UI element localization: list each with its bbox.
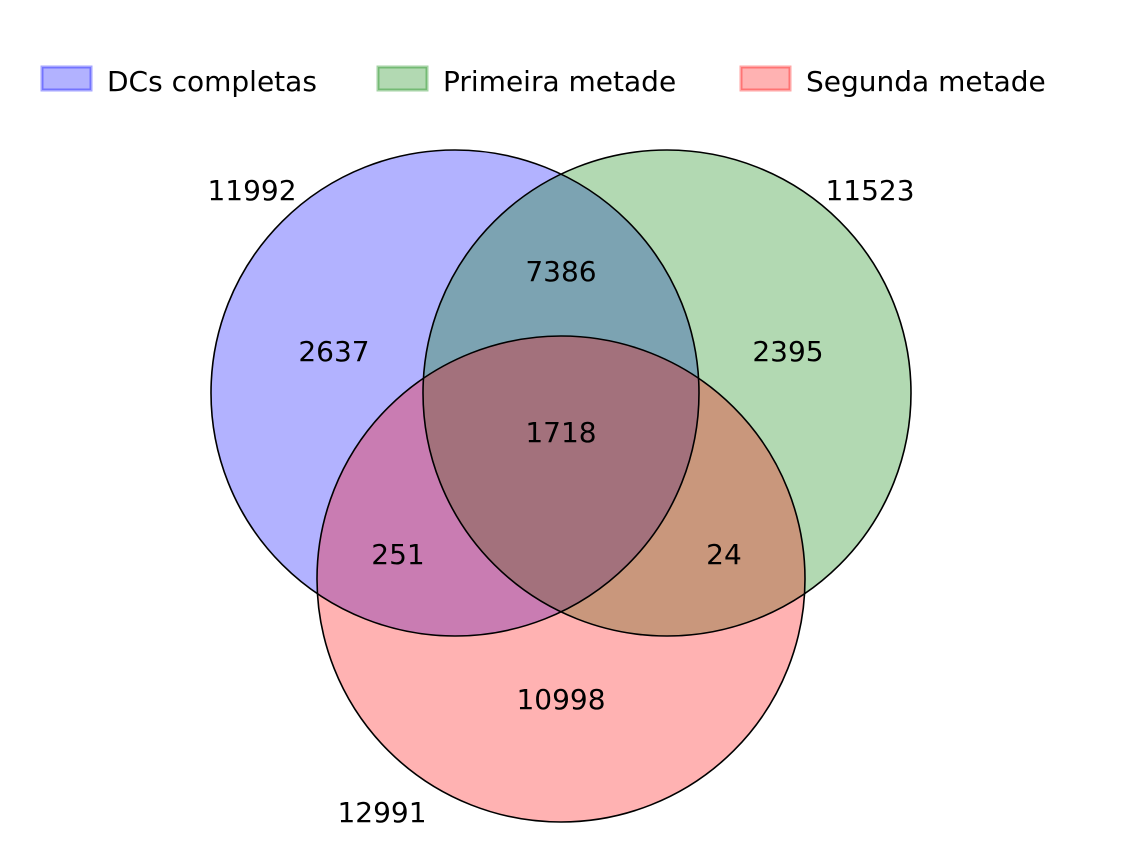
outline-primeira-metade (422, 149, 912, 637)
legend-item-primeira-metade: Primeira metade (376, 65, 676, 98)
legend: DCs completas Primeira metade Segunda me… (40, 65, 1046, 98)
legend-swatch-primeira-metade (376, 65, 429, 92)
legend-item-dcs-completas: DCs completas (40, 65, 317, 98)
legend-swatch-segunda-metade (739, 65, 792, 92)
outline-dcs-completas (210, 149, 700, 637)
region-count-dcs-completas-only: 2637 (298, 335, 369, 368)
circle-segunda-metade (317, 336, 805, 822)
set-totals: 11992 11523 12991 (207, 174, 914, 829)
legend-item-segunda-metade: Segunda metade (739, 65, 1046, 98)
set-total-dcs-completas: 11992 (207, 174, 296, 207)
region-count-primeira-segunda: 24 (706, 538, 742, 571)
circle-primeira-metade (423, 150, 911, 636)
region-count-dcs-primeira: 7386 (525, 255, 596, 288)
legend-label-primeira-metade: Primeira metade (443, 65, 676, 98)
venn-outlines (210, 149, 912, 823)
legend-swatch-dcs-completas (40, 65, 93, 92)
region-count-segunda-metade-only: 10998 (516, 683, 605, 716)
region-count-dcs-segunda: 251 (371, 538, 424, 571)
set-total-primeira-metade: 11523 (825, 174, 914, 207)
set-total-segunda-metade: 12991 (337, 796, 426, 829)
legend-label-dcs-completas: DCs completas (107, 65, 317, 98)
outline-segunda-metade (316, 335, 806, 823)
region-count-all-three: 1718 (525, 416, 596, 449)
region-count-primeira-metade-only: 2395 (752, 335, 823, 368)
region-counts: 2637 2395 10998 7386 251 24 1718 (298, 255, 823, 716)
legend-label-segunda-metade: Segunda metade (806, 65, 1046, 98)
venn-circles (211, 150, 911, 822)
circle-dcs-completas (211, 150, 699, 636)
